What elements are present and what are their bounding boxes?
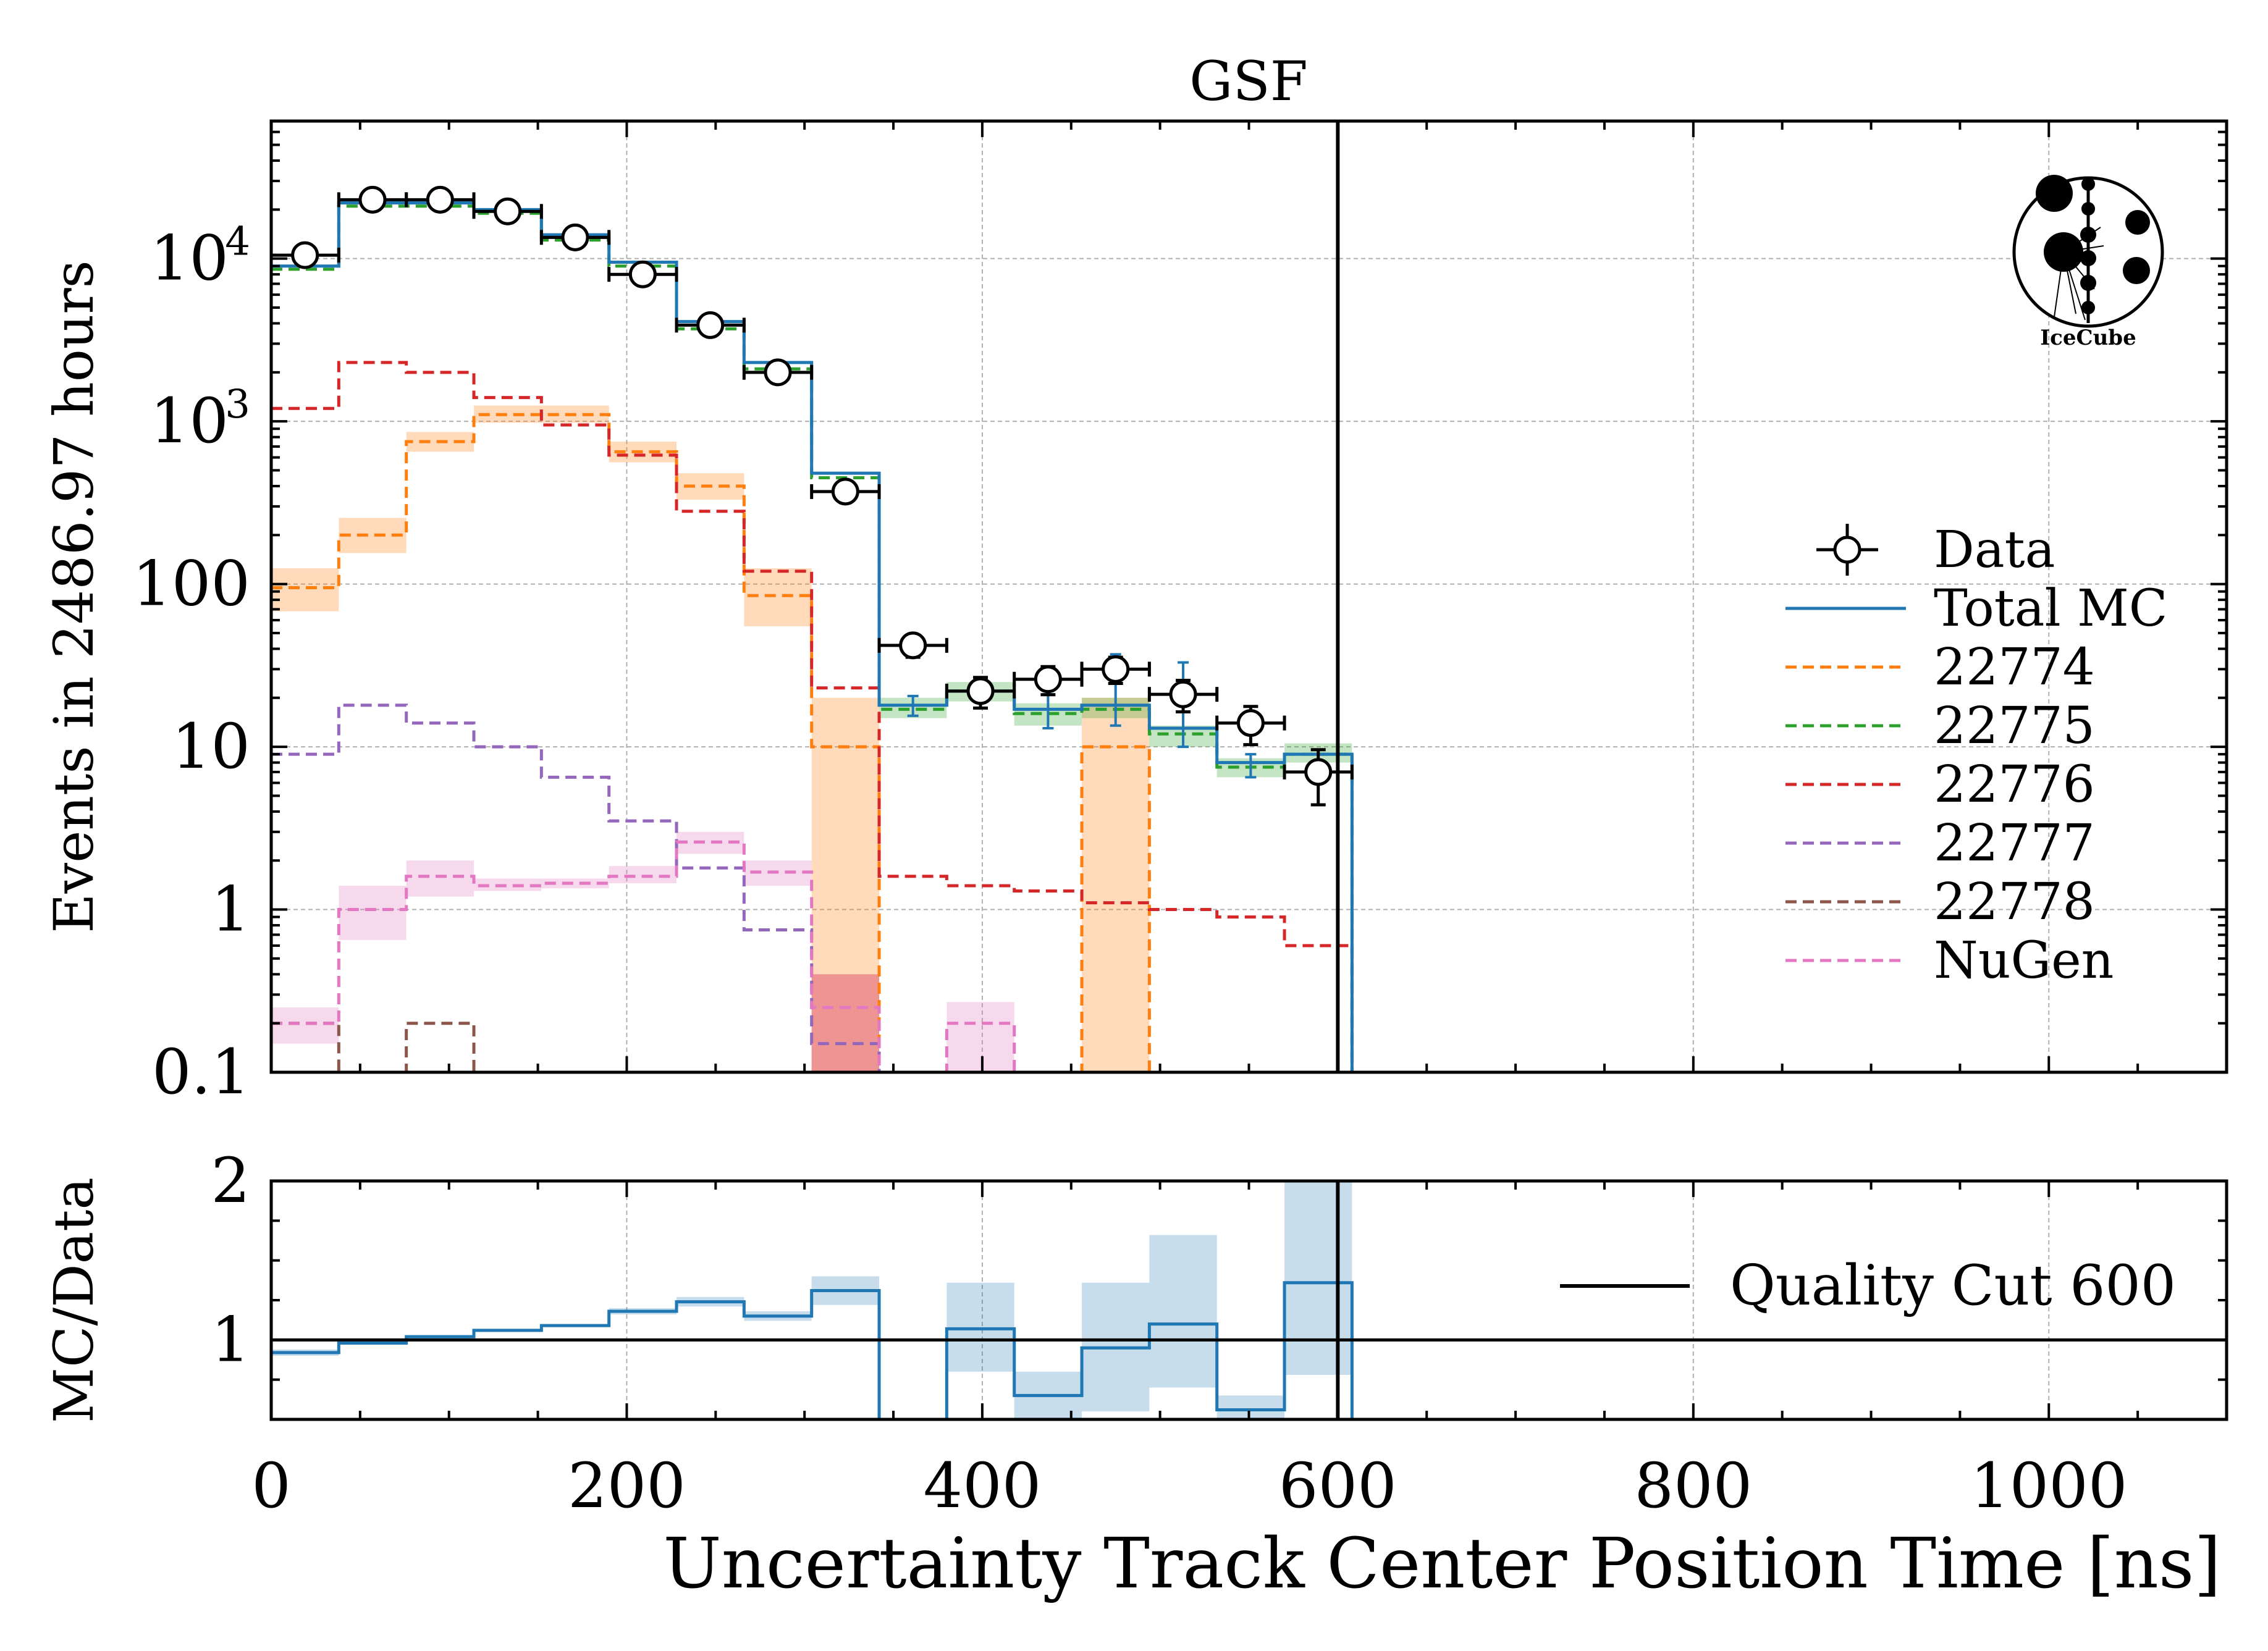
data-point: [1034, 665, 1062, 694]
x-tick-label: 600: [1279, 1450, 1397, 1522]
ratio-band: [1149, 1235, 1217, 1388]
x-axis-label: Uncertainty Track Center Position Time […: [663, 1524, 2221, 1604]
band-nugen: [541, 878, 609, 889]
main-uncertainty-bands: [271, 405, 1352, 1072]
band-22774: [811, 697, 880, 1072]
legend-label-22774: 22774: [1934, 638, 2095, 697]
data-point: [1304, 758, 1333, 786]
band-22774: [271, 568, 339, 611]
legend-label-22776: 22776: [1934, 755, 2095, 814]
data-point: [966, 677, 995, 705]
legend-label-22778: 22778: [1934, 873, 2095, 931]
band-nugen: [811, 974, 880, 1072]
data-point: [291, 241, 319, 269]
series-22776: [271, 361, 1354, 1072]
data-point: [628, 260, 657, 288]
x-tick-label: 400: [923, 1450, 1041, 1522]
legend-label-22777: 22777: [1934, 814, 2095, 873]
ratio-band: [1216, 1395, 1285, 1419]
data-point: [696, 311, 725, 339]
y-tick-label: 100: [132, 548, 250, 620]
data-point: [1169, 680, 1197, 708]
series-22777: [271, 704, 881, 1072]
band-22774: [744, 568, 812, 627]
data-point: [764, 358, 792, 387]
ratio-y-axis-label: MC/Data: [42, 1177, 106, 1423]
y-tick-label: 10: [172, 710, 250, 783]
logo-label: IceCube: [2040, 326, 2136, 350]
y-tick-label-exponent: 3: [225, 382, 250, 427]
band-nugen: [406, 860, 474, 897]
ratio-axis-ticks: 0 200 400 600 800 1000 1 2: [211, 1145, 2228, 1522]
y-tick-label: 10: [150, 385, 229, 457]
band-22776: [811, 974, 880, 1072]
ratio-legend: Quality Cut 600: [1560, 1253, 2176, 1318]
y-tick-label-exponent: 4: [225, 219, 250, 265]
legend-data-marker: [1833, 536, 1861, 564]
ratio-series: [271, 1181, 2227, 1419]
x-tick-label: 1000: [1970, 1450, 2128, 1522]
legend-label-data: Data: [1934, 521, 2055, 579]
band-22774: [1082, 697, 1150, 1072]
legend-label-22775: 22775: [1934, 697, 2095, 755]
data-point: [1102, 655, 1130, 683]
data-point: [494, 197, 522, 225]
x-tick-label: 200: [568, 1450, 686, 1522]
band-nugen: [946, 1002, 1014, 1072]
ratio-y-tick-label: 1: [211, 1303, 250, 1376]
chart-title: GSF: [1189, 49, 1308, 113]
data-point: [831, 477, 859, 506]
legend-label-nugen: NuGen: [1934, 931, 2114, 990]
y-axis-label: Events in 2486.97 hours: [42, 260, 106, 933]
x-tick-label: 0: [251, 1450, 291, 1522]
ratio-legend-label: Quality Cut 600: [1730, 1253, 2176, 1318]
data-point: [561, 223, 589, 251]
data-point: [358, 185, 387, 214]
y-tick-label: 0.1: [152, 1036, 250, 1108]
main-markers: [269, 121, 1354, 1072]
ratio-band: [1284, 1181, 1352, 1375]
data-point: [426, 185, 454, 214]
band-nugen: [474, 878, 542, 891]
band-nugen: [271, 1007, 339, 1044]
series-nugen: [271, 840, 1016, 1072]
main-series: [271, 201, 1354, 1072]
y-tick-label: 1: [211, 873, 250, 946]
data-point: [899, 631, 927, 660]
series-total-mc: [271, 201, 1354, 1072]
legend-label-total-mc: Total MC: [1934, 579, 2168, 638]
ratio-band: [946, 1282, 1014, 1372]
ratio-y-tick-label: 2: [211, 1145, 250, 1217]
x-tick-label: 800: [1634, 1450, 1752, 1522]
y-tick-label: 10: [150, 222, 229, 295]
icecube-logo: IceCube: [2012, 175, 2164, 350]
band-nugen: [609, 866, 677, 884]
data-point: [1236, 709, 1265, 737]
band-nugen: [339, 886, 407, 940]
